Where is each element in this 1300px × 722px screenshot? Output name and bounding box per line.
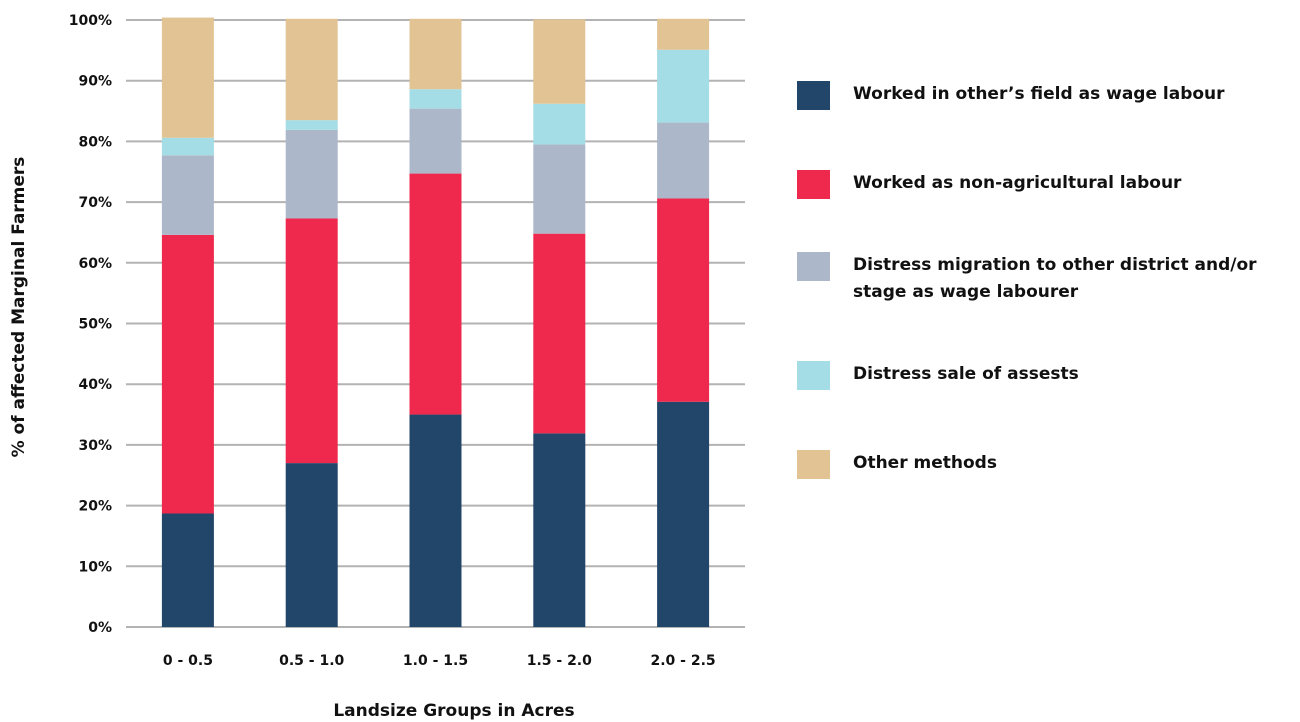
bars [161,17,710,627]
bar-segment [533,433,586,627]
y-tick-label: 60% [78,256,112,272]
legend-label: Distress migration to other district and… [853,255,1257,302]
y-tick-label: 100% [69,13,112,29]
bar-segment [409,18,462,90]
legend-label: Worked in other’s field as wage labour [853,84,1225,104]
legend-item: Worked as non-agricultural labour [797,170,1293,199]
legend-label: Other methods [853,453,997,473]
bar-segment [657,18,710,50]
y-axis-ticks: 0% 10% 20% 30% 40% 50% 60% 70% 80% 90% 100% [69,13,112,636]
legend-swatch [797,450,830,479]
legend-swatch [797,170,830,199]
y-tick-label: 20% [78,499,112,515]
legend-item: Other methods [797,450,1293,479]
bar-segment [533,144,586,234]
bar-segment [161,137,214,156]
bar-segment [161,513,214,627]
bar-segment [285,129,338,219]
bar-segment [657,401,710,627]
y-tick-label: 50% [78,317,112,333]
y-tick-label: 10% [78,559,112,575]
x-tick-label: 0 - 0.5 [163,653,213,669]
bar-segment [657,49,710,123]
legend-swatch [797,81,830,110]
bar-segment [409,108,462,174]
legend-label: Worked as non-agricultural labour [853,173,1182,193]
y-axis-title: % of affected Marginal Farmers [9,157,29,458]
bar-segment [533,103,586,145]
bar-segment [285,218,338,464]
legend-item: Worked in other’s field as wage labour [797,81,1293,110]
bar-segment [409,89,462,109]
y-tick-label: 80% [78,134,112,150]
bar-segment [161,17,214,138]
x-tick-label: 0.5 - 1.0 [279,653,344,669]
y-tick-label: 90% [78,74,112,90]
legend-label: Distress sale of assests [853,364,1079,384]
x-tick-label: 1.5 - 2.0 [527,653,592,669]
bar-segment [657,122,710,199]
x-tick-label: 1.0 - 1.5 [403,653,468,669]
bar-segment [409,414,462,627]
y-tick-label: 40% [78,377,112,393]
y-tick-label: 70% [78,195,112,211]
legend-swatch [797,361,830,390]
x-axis-ticks: 0 - 0.5 0.5 - 1.0 1.0 - 1.5 1.5 - 2.0 2.0 - … [163,653,716,669]
x-tick-label: 2.0 - 2.5 [651,653,716,669]
y-tick-label: 0% [88,620,112,636]
bar-segment [285,18,338,121]
bar-segment [657,198,710,402]
y-tick-label: 30% [78,438,112,454]
legend-swatch [797,252,830,281]
bar-segment [161,234,214,514]
bar-segment [533,233,586,434]
bar-segment [533,19,586,104]
bar-segment [409,173,462,415]
x-axis-title: Landsize Groups in Acres [333,701,574,721]
legend-item: Distress sale of assests [797,361,1293,390]
bar-segment [161,155,214,235]
bar-segment [285,120,338,130]
legend-item: Distress migration to other district and… [797,252,1293,306]
bar-segment [285,463,338,627]
